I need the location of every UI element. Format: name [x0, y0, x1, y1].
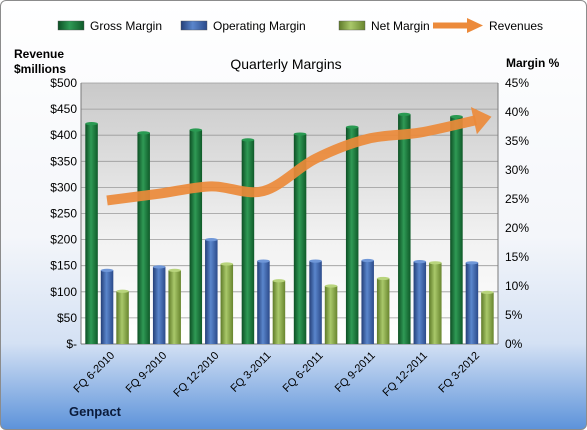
legend-label: Operating Margin: [213, 19, 306, 33]
legend-label: Revenues: [489, 19, 543, 33]
y-right-tick-label: 10%: [505, 279, 529, 293]
bar-gross-margin: [293, 134, 307, 344]
bar-top: [293, 132, 307, 136]
bar-top: [116, 289, 129, 293]
y-left-tick-label: $150: [50, 259, 77, 273]
bar-gross-margin: [137, 132, 150, 344]
bar-gross-margin: [450, 116, 463, 344]
bar-net-margin: [481, 292, 494, 344]
x-tick-label: FQ 3-2011: [228, 350, 273, 395]
bar-top: [205, 238, 218, 242]
y-right-tick-label: 15%: [505, 250, 529, 264]
bar-net-margin: [116, 291, 129, 344]
y-right-title: Margin %: [506, 56, 560, 70]
legend-label: Gross Margin: [90, 19, 162, 33]
bar-operating-margin: [100, 270, 114, 344]
bar-gross-margin: [345, 127, 359, 344]
chart-title: Quarterly Margins: [230, 56, 341, 72]
y-left-title: Revenue: [14, 47, 64, 61]
y-left-tick-label: $400: [50, 128, 77, 142]
y-right-tick-label: 45%: [505, 76, 529, 90]
revenues-line: [106, 115, 477, 206]
bar-top: [220, 262, 234, 266]
bar-operating-margin: [309, 261, 322, 344]
x-tick-label: FQ 6-2010: [72, 350, 118, 396]
bar-operating-margin: [361, 260, 374, 344]
y-right-tick-label: 20%: [505, 221, 529, 235]
y-right-tick-label: 30%: [505, 163, 529, 177]
bar-operating-margin: [465, 262, 479, 344]
y-left-tick-label: $250: [50, 207, 77, 221]
bar-top: [465, 261, 479, 265]
y-right-tick-label: 25%: [505, 192, 529, 206]
x-tick-label: FQ 12-2011: [381, 350, 430, 399]
y-right-tick-label: 5%: [505, 308, 523, 322]
bar-net-margin: [220, 263, 234, 344]
x-tick-label: FQ 6-2011: [281, 350, 326, 395]
x-tick-label: FQ 9-2010: [124, 350, 170, 396]
legend-arrow-head: [467, 18, 483, 33]
bar-gross-margin: [189, 129, 203, 344]
bar-top: [241, 138, 255, 142]
y-left-tick-label: $100: [50, 285, 77, 299]
x-tick-label: FQ 12-2010: [171, 350, 221, 400]
x-tick-label: FQ 9-2011: [333, 350, 378, 395]
y-left-tick-label: $350: [50, 154, 77, 168]
bar-top: [324, 284, 338, 288]
bar-top: [376, 276, 390, 281]
x-tick-label: FQ 3-2012: [436, 350, 482, 396]
bar-top: [361, 258, 374, 263]
bar-top: [450, 115, 463, 119]
bar-net-margin: [429, 262, 442, 344]
bar-top: [481, 290, 494, 294]
bar-top: [85, 122, 98, 126]
y-left-tick-label: $300: [50, 180, 77, 194]
y-left-tick-label: $50: [57, 311, 77, 325]
bar-operating-margin: [257, 261, 270, 344]
legend-swatch: [338, 20, 366, 31]
legend-swatch: [180, 20, 208, 31]
bar-gross-margin: [241, 139, 255, 344]
y-left-tick-label: $500: [50, 76, 77, 90]
y-right-tick-label: 40%: [505, 105, 529, 119]
y-right-tick-label: 0%: [505, 337, 523, 351]
legend-label: Net Margin: [371, 19, 430, 33]
bar-top: [413, 260, 427, 264]
bar-net-margin: [272, 280, 286, 344]
bar-operating-margin: [205, 239, 218, 344]
y-left-title-unit: $millions: [14, 62, 66, 76]
bar-top: [168, 268, 181, 272]
bar-gross-margin: [85, 123, 98, 344]
footer-label: Genpact: [69, 404, 122, 419]
bar-operating-margin: [413, 261, 427, 344]
bar-top: [345, 125, 359, 129]
bar-top: [189, 128, 203, 132]
y-left-tick-label: $-: [66, 337, 77, 351]
bar-top: [272, 279, 286, 283]
bar-top: [152, 265, 166, 269]
y-left-tick-label: $450: [50, 102, 77, 116]
y-left-tick-label: $200: [50, 233, 77, 247]
bar-top: [137, 131, 150, 135]
bar-top: [100, 268, 114, 272]
bar-net-margin: [376, 278, 390, 344]
bar-top: [429, 261, 442, 265]
revenues-arrowhead: [470, 107, 492, 135]
bar-top: [309, 259, 322, 263]
bar-top: [257, 259, 270, 263]
legend-swatch: [57, 20, 85, 31]
y-right-tick-label: 35%: [505, 134, 529, 148]
bar-operating-margin: [152, 266, 166, 344]
bar-gross-margin: [398, 114, 411, 344]
bar-net-margin: [324, 286, 338, 344]
bar-top: [398, 112, 411, 116]
bar-net-margin: [168, 270, 181, 344]
